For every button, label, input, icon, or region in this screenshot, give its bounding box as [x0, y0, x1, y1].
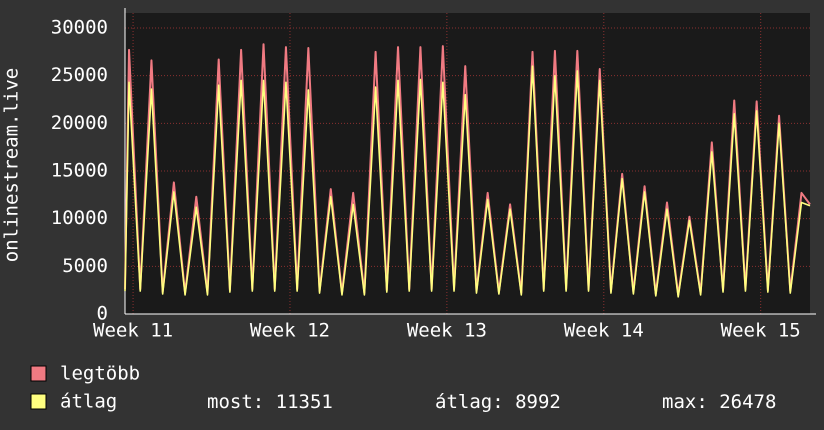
x-tick-label: Week 13	[407, 320, 487, 342]
y-axis-label: onlinestream.live	[1, 68, 23, 262]
plot-area	[125, 13, 810, 314]
stat-value: 26478	[719, 391, 776, 413]
stat: most: 11351	[207, 391, 333, 413]
legend-label: átlag	[60, 391, 117, 413]
legend-swatch	[30, 365, 47, 382]
stat: max: 26478	[662, 391, 776, 413]
y-tick-label: 25000	[51, 64, 108, 86]
y-tick-label: 5000	[62, 255, 108, 277]
stat: átlag: 8992	[435, 391, 561, 413]
x-tick-label: Week 12	[250, 320, 330, 342]
stat-label: max:	[662, 391, 708, 413]
y-tick-label: 20000	[51, 112, 108, 134]
legend-swatch	[30, 393, 47, 410]
y-tick-label: 10000	[51, 207, 108, 229]
stat-value: 11351	[276, 391, 333, 413]
x-tick-label: Week 14	[564, 320, 644, 342]
y-tick-label: 30000	[51, 17, 108, 39]
stat-label: most:	[207, 391, 264, 413]
x-tick-label: Week 15	[721, 320, 801, 342]
y-tick-label: 0	[97, 303, 108, 325]
stat-value: 8992	[515, 391, 561, 413]
stat-label: átlag:	[435, 391, 504, 413]
x-tick-label: Week 11	[93, 320, 173, 342]
legend-label: legtöbb	[60, 363, 140, 385]
y-tick-label: 15000	[51, 160, 108, 182]
series-line	[124, 65, 811, 298]
